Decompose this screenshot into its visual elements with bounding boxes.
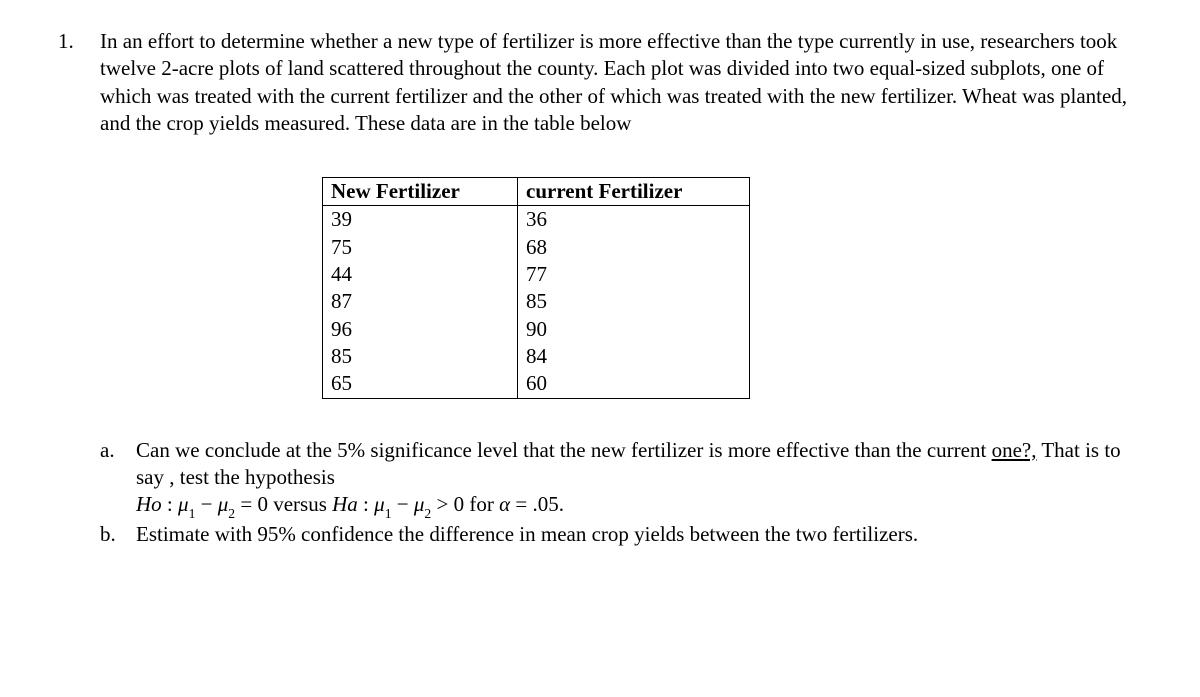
part-b-body: Estimate with 95% confidence the differe… (136, 521, 1142, 548)
table-row: 8785 (323, 288, 750, 315)
cell: 85 (518, 288, 750, 315)
col-header-new: New Fertilizer (323, 178, 518, 206)
intro-paragraph: In an effort to determine whether a new … (100, 28, 1142, 137)
ha: Ha (332, 492, 358, 516)
table-row: 7568 (323, 234, 750, 261)
cell: 90 (518, 316, 750, 343)
mu2b: μ (414, 492, 425, 516)
alpha-val: = .05. (510, 492, 564, 516)
cell: 75 (323, 234, 518, 261)
data-table-wrap: New Fertilizer current Fertilizer 3936 7… (322, 177, 1142, 398)
mu2: μ (218, 492, 229, 516)
cell: 44 (323, 261, 518, 288)
colon2: : (358, 492, 374, 516)
colon: : (162, 492, 178, 516)
cell: 36 (518, 206, 750, 234)
mu1b: μ (374, 492, 385, 516)
part-a-label: a. (100, 437, 136, 522)
question-number: 1. (58, 28, 100, 437)
col-header-current: current Fertilizer (518, 178, 750, 206)
gt0: > 0 for (431, 492, 499, 516)
part-a-body: Can we conclude at the 5% significance l… (136, 437, 1142, 522)
cell: 39 (323, 206, 518, 234)
table-row: 9690 (323, 316, 750, 343)
cell: 60 (518, 370, 750, 398)
cell: 87 (323, 288, 518, 315)
mu1: μ (178, 492, 189, 516)
cell: 65 (323, 370, 518, 398)
part-b: b. Estimate with 95% confidence the diff… (100, 521, 1142, 548)
question-1: 1. In an effort to determine whether a n… (58, 28, 1142, 437)
eq0: = 0 versus (235, 492, 332, 516)
part-a: a. Can we conclude at the 5% significanc… (100, 437, 1142, 522)
sub2: 2 (228, 506, 235, 521)
sub2b: 2 (424, 506, 431, 521)
part-a-text-pre: Can we conclude at the 5% significance l… (136, 438, 992, 462)
cell: 68 (518, 234, 750, 261)
cell: 96 (323, 316, 518, 343)
table-row: 4477 (323, 261, 750, 288)
cell: 84 (518, 343, 750, 370)
question-body: In an effort to determine whether a new … (100, 28, 1142, 437)
table-header-row: New Fertilizer current Fertilizer (323, 178, 750, 206)
table-row: 6560 (323, 370, 750, 398)
minus2: − (392, 492, 414, 516)
ho: Ho (136, 492, 162, 516)
cell: 77 (518, 261, 750, 288)
hypothesis-line: Ho : μ1 − μ2 = 0 versus Ha : μ1 − μ2 > 0… (136, 492, 564, 516)
part-b-label: b. (100, 521, 136, 548)
minus: − (195, 492, 217, 516)
sub1: 1 (189, 506, 196, 521)
alpha: α (499, 492, 510, 516)
part-a-underlined: one?, (992, 438, 1037, 462)
sub1b: 1 (385, 506, 392, 521)
cell: 85 (323, 343, 518, 370)
table-row: 3936 (323, 206, 750, 234)
fertilizer-table: New Fertilizer current Fertilizer 3936 7… (322, 177, 750, 398)
table-row: 8584 (323, 343, 750, 370)
